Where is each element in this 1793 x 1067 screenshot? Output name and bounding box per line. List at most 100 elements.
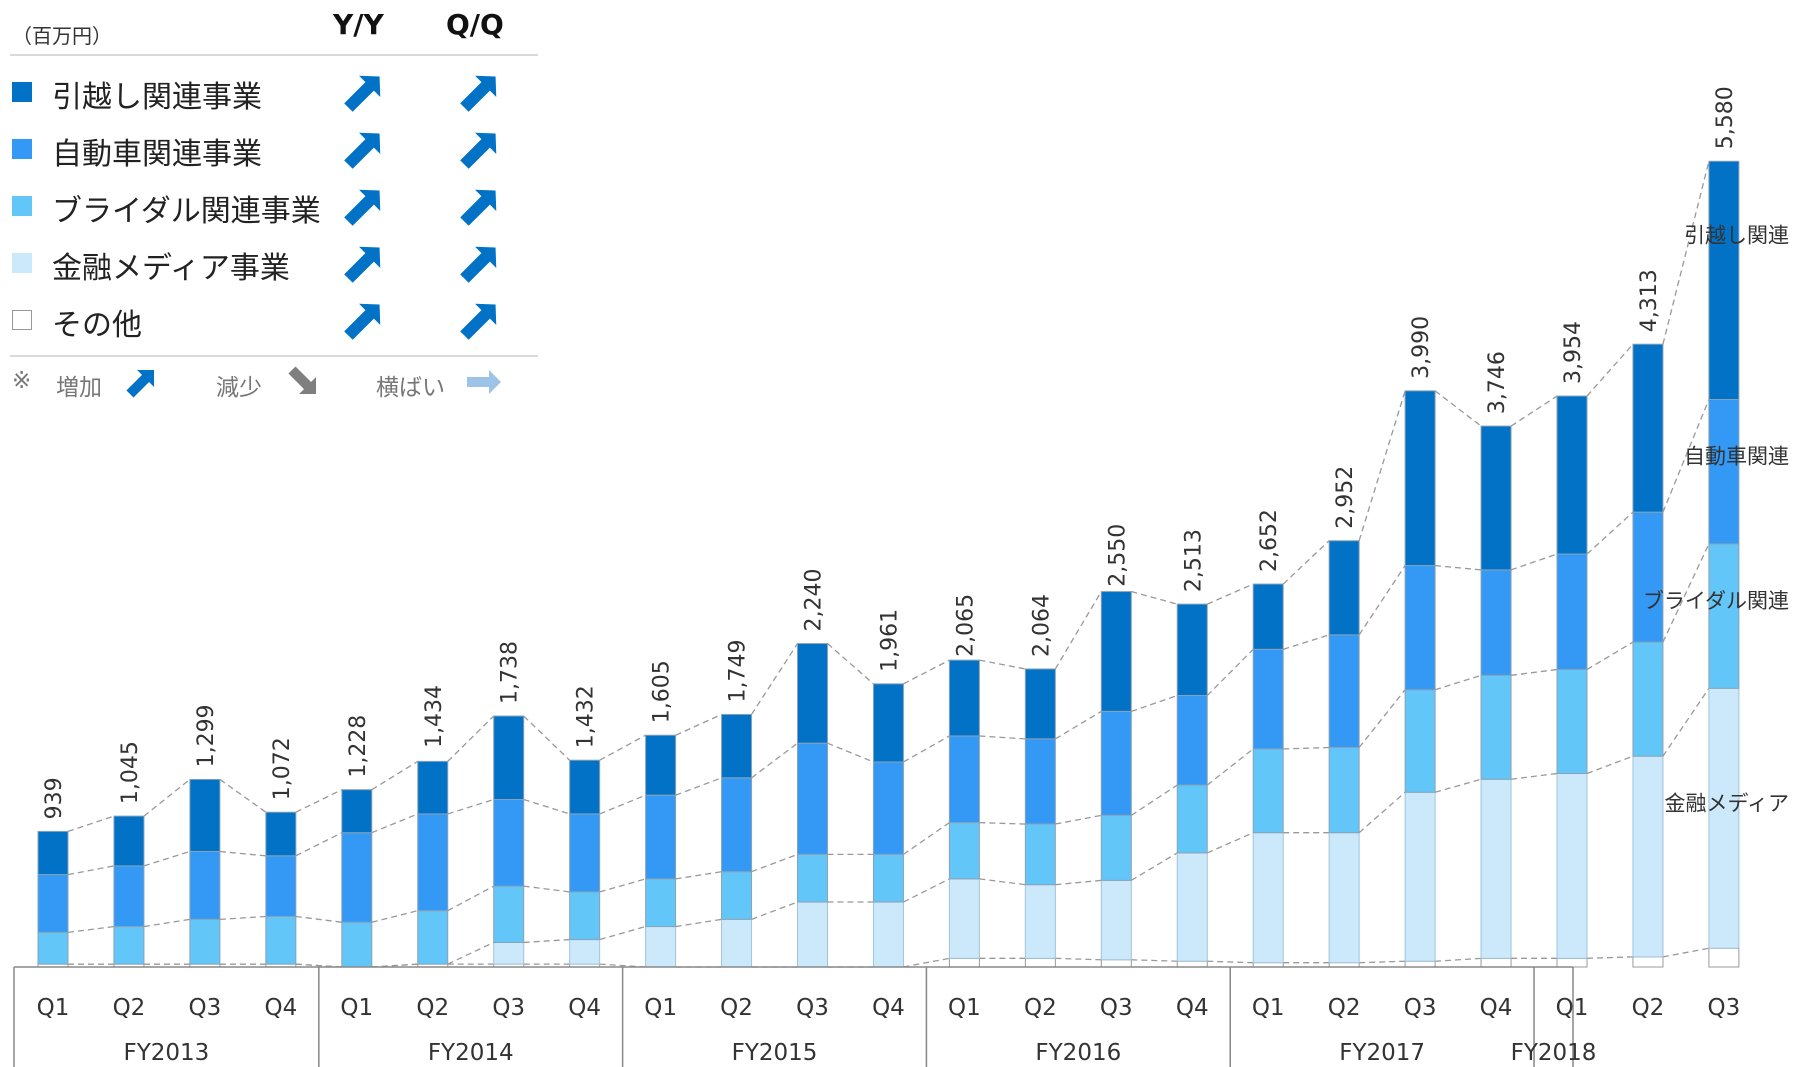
- bar-segment-moving: [265, 811, 297, 857]
- bar-segment-auto: [1252, 648, 1284, 750]
- legend-row: 自動車関連事業: [12, 129, 532, 172]
- connector-line: [219, 850, 266, 857]
- quarter-tick-label: Q1: [1556, 995, 1589, 1021]
- bar-segment-bridal: [645, 878, 677, 928]
- total-label: 1,434: [422, 685, 447, 748]
- unit-label: （百万円）: [12, 24, 112, 48]
- bar-segment-finance: [1100, 879, 1132, 961]
- bar-segment-moving: [948, 659, 980, 737]
- legend-bottom-divider: [10, 355, 538, 357]
- connector-line: [523, 715, 571, 761]
- total-label: 1,749: [726, 639, 751, 702]
- bar-segment-finance: [1328, 832, 1360, 964]
- total-label: 3,954: [1561, 321, 1586, 384]
- legend-label: 自動車関連事業: [52, 137, 262, 172]
- bar-segment-finance: [1632, 755, 1664, 958]
- bar-segment-moving: [1404, 390, 1436, 567]
- quarter-tick-label: Q1: [37, 995, 70, 1021]
- connector-line: [903, 822, 950, 855]
- total-label: 2,240: [802, 569, 827, 632]
- bar-segment-auto: [1632, 511, 1664, 643]
- connector-line: [979, 735, 1026, 740]
- bar-segment-finance: [948, 878, 980, 959]
- up-arrow-icon: [460, 132, 497, 169]
- connector-line: [1662, 161, 1710, 345]
- quarter-tick-label: Q3: [492, 995, 525, 1021]
- bar-segment-auto: [1024, 738, 1056, 825]
- connector-line: [1586, 755, 1634, 775]
- legend-swatch: [12, 196, 32, 216]
- connector-line: [903, 659, 950, 685]
- series-label-moving: 引越し関連: [1684, 223, 1789, 247]
- connector-line: [675, 713, 722, 736]
- connector-line: [447, 885, 495, 912]
- connector-line: [751, 901, 798, 920]
- connector-line: [371, 963, 418, 968]
- bar-segment-other: [1024, 957, 1056, 968]
- connector-line: [219, 778, 267, 813]
- bar-segment-auto: [1100, 710, 1132, 816]
- connector-line: [675, 871, 722, 880]
- quarter-tick-label: Q2: [113, 995, 146, 1021]
- quarter-tick-label: Q1: [948, 995, 981, 1021]
- bar-segment-moving: [37, 830, 69, 876]
- connector-line: [1055, 957, 1102, 961]
- bar-segment-auto: [569, 813, 601, 893]
- up-arrow-icon: [344, 132, 381, 169]
- connector-line: [599, 878, 646, 893]
- bar-segment-bridal: [417, 910, 449, 965]
- total-label: 2,065: [953, 594, 978, 657]
- bar-segment-other: [1632, 956, 1664, 968]
- bar-segment-finance: [1176, 852, 1208, 962]
- connector-line: [1358, 689, 1406, 748]
- legend-row: 引越し関連事業: [12, 72, 532, 115]
- year-label: FY2018: [1511, 1040, 1597, 1066]
- yy-column-header: Y/Y: [333, 8, 384, 41]
- bar-segment-finance: [872, 901, 904, 968]
- flat-arrow-icon: [467, 370, 501, 394]
- connector-line: [1207, 960, 1254, 964]
- connector-line: [1206, 648, 1254, 696]
- bar-segment-bridal: [493, 885, 525, 943]
- total-label: 5,580: [1713, 86, 1738, 149]
- qq-column-header: Q/Q: [446, 8, 504, 41]
- bar-segment-auto: [797, 742, 828, 855]
- quarter-tick-label: Q4: [1480, 995, 1513, 1021]
- quarter-tick-label: Q3: [1404, 995, 1437, 1021]
- year-label: FY2017: [1339, 1040, 1425, 1066]
- bar-segment-other: [1176, 960, 1208, 968]
- connector-line: [219, 915, 266, 920]
- bar-segment-finance: [797, 901, 828, 968]
- bar-segment-moving: [1708, 160, 1740, 401]
- connector-line: [1510, 553, 1558, 571]
- bar-segment-moving: [417, 760, 449, 815]
- connector-line: [979, 878, 1026, 886]
- bar-segment-other: [1404, 960, 1436, 968]
- connector-line: [1131, 590, 1178, 605]
- connector-line: [143, 850, 191, 867]
- bar-segment-finance: [1480, 778, 1512, 959]
- bar-segment-finance: [1252, 832, 1284, 964]
- connector-line: [295, 789, 343, 813]
- bar-segment-bridal: [1024, 823, 1056, 886]
- connector-line: [1586, 511, 1634, 555]
- quarter-tick-label: Q3: [1708, 995, 1741, 1021]
- total-label: 2,513: [1181, 529, 1206, 592]
- connector-line: [447, 715, 495, 762]
- bar-segment-moving: [1632, 343, 1664, 513]
- bar-segment-auto: [189, 850, 221, 920]
- connector-line: [599, 734, 646, 761]
- connector-line: [1586, 956, 1633, 959]
- bar-segment-other: [1480, 957, 1512, 968]
- connector-line: [523, 938, 570, 944]
- bar-segment-moving: [721, 713, 753, 779]
- bar-segment-moving: [341, 789, 373, 834]
- bar-segment-auto: [721, 777, 753, 873]
- quarter-tick-label: Q4: [568, 995, 601, 1021]
- total-labels: 939 1,045 1,299 1,072 1,228 1,434 1,738 1,432 1,…: [42, 86, 1738, 819]
- total-label: 1,045: [118, 741, 143, 804]
- note-flat-label: 横ばい: [376, 375, 445, 401]
- connector-line: [1358, 390, 1406, 541]
- total-label: 1,228: [346, 715, 371, 778]
- increase-arrow-icon: [126, 369, 155, 398]
